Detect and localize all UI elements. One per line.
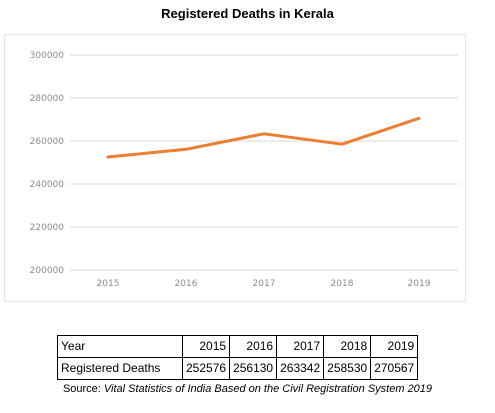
table-year-cell: 2017 [276,335,325,358]
x-tick-label: 2018 [331,279,354,289]
table-header-label: Year [57,335,183,358]
y-axis-ticks: 200000 220000 240000 260000 280000 300000 [30,51,65,276]
table-year-cell: 2019 [370,335,419,358]
table-value-cell: 258530 [323,357,372,380]
table-value-cell: 256130 [229,357,278,380]
y-tick-label: 200000 [30,266,65,276]
data-point [185,148,187,150]
table-value-cell: 263342 [276,357,325,380]
x-tick-label: 2017 [253,279,276,289]
y-tick-label: 300000 [30,51,65,61]
table-year-cell: 2016 [229,335,278,358]
x-tick-label: 2015 [97,279,120,289]
table-year-cell: 2015 [181,335,231,358]
x-tick-label: 2019 [408,279,431,289]
chart-title: Registered Deaths in Kerala [161,6,334,21]
gridlines [70,54,458,271]
y-tick-label: 220000 [30,223,65,233]
data-table: Year 2015 2016 2017 2018 2019 Registered… [57,335,419,380]
x-axis-ticks: 2015 2016 2017 2018 2019 [97,279,431,289]
series-layer [106,116,421,159]
table-header-row: Year 2015 2016 2017 2018 2019 [57,335,419,358]
source-prefix: Source: [62,383,104,395]
y-tick-label: 280000 [30,94,65,104]
x-tick-label: 2016 [175,279,198,289]
y-tick-label: 260000 [30,137,65,147]
data-point [263,133,265,135]
table-row: Registered Deaths 252576 256130 263342 2… [57,357,419,380]
table-year-cell: 2018 [323,335,372,358]
data-point [341,143,343,145]
series-line [106,116,421,159]
table-value-cell: 252576 [181,357,231,380]
y-tick-label: 240000 [30,180,65,190]
table-value-cell: 270567 [370,357,419,380]
chart-area [4,34,466,302]
data-point [418,117,420,119]
line-chart: 200000 220000 240000 260000 280000 300000 201… [30,51,458,289]
data-point [107,156,109,158]
table-row-label: Registered Deaths [57,357,183,380]
source-note: Source: Vital Statistics of India Based … [0,383,495,395]
source-text: Vital Statistics of India Based on the C… [103,383,433,395]
